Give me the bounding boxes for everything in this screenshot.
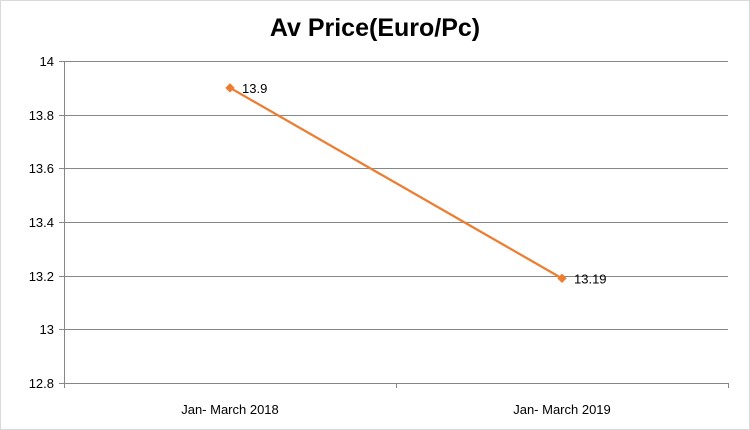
y-tick-label: 12.8: [29, 376, 54, 391]
series-line: [228, 86, 564, 280]
data-label: 13.19: [574, 271, 607, 286]
y-tick-label: 13.2: [29, 269, 54, 284]
y-tick-label: 13.8: [29, 108, 54, 123]
data-label: 13.9: [242, 81, 267, 96]
data-point-marker: [557, 273, 567, 284]
x-axis: Jan- March 2018 Jan- March 2019: [64, 383, 729, 417]
y-tick-label: 13.4: [29, 215, 54, 230]
series-group: 13.9 13.19: [225, 81, 607, 286]
y-tick-label: 13: [40, 322, 54, 337]
chart-title: Av Price(Euro/Pc): [270, 14, 480, 42]
y-axis: 12.8 13 13.2 13.4 13.6 13.8 14: [29, 54, 65, 391]
y-tick-label: 14: [40, 54, 54, 69]
gridlines: [64, 61, 728, 384]
y-tick-label: 13.6: [29, 161, 54, 176]
x-tick-label: Jan- March 2019: [513, 402, 611, 417]
data-point-marker: [225, 83, 235, 93]
x-tick-label: Jan- March 2018: [181, 402, 279, 417]
